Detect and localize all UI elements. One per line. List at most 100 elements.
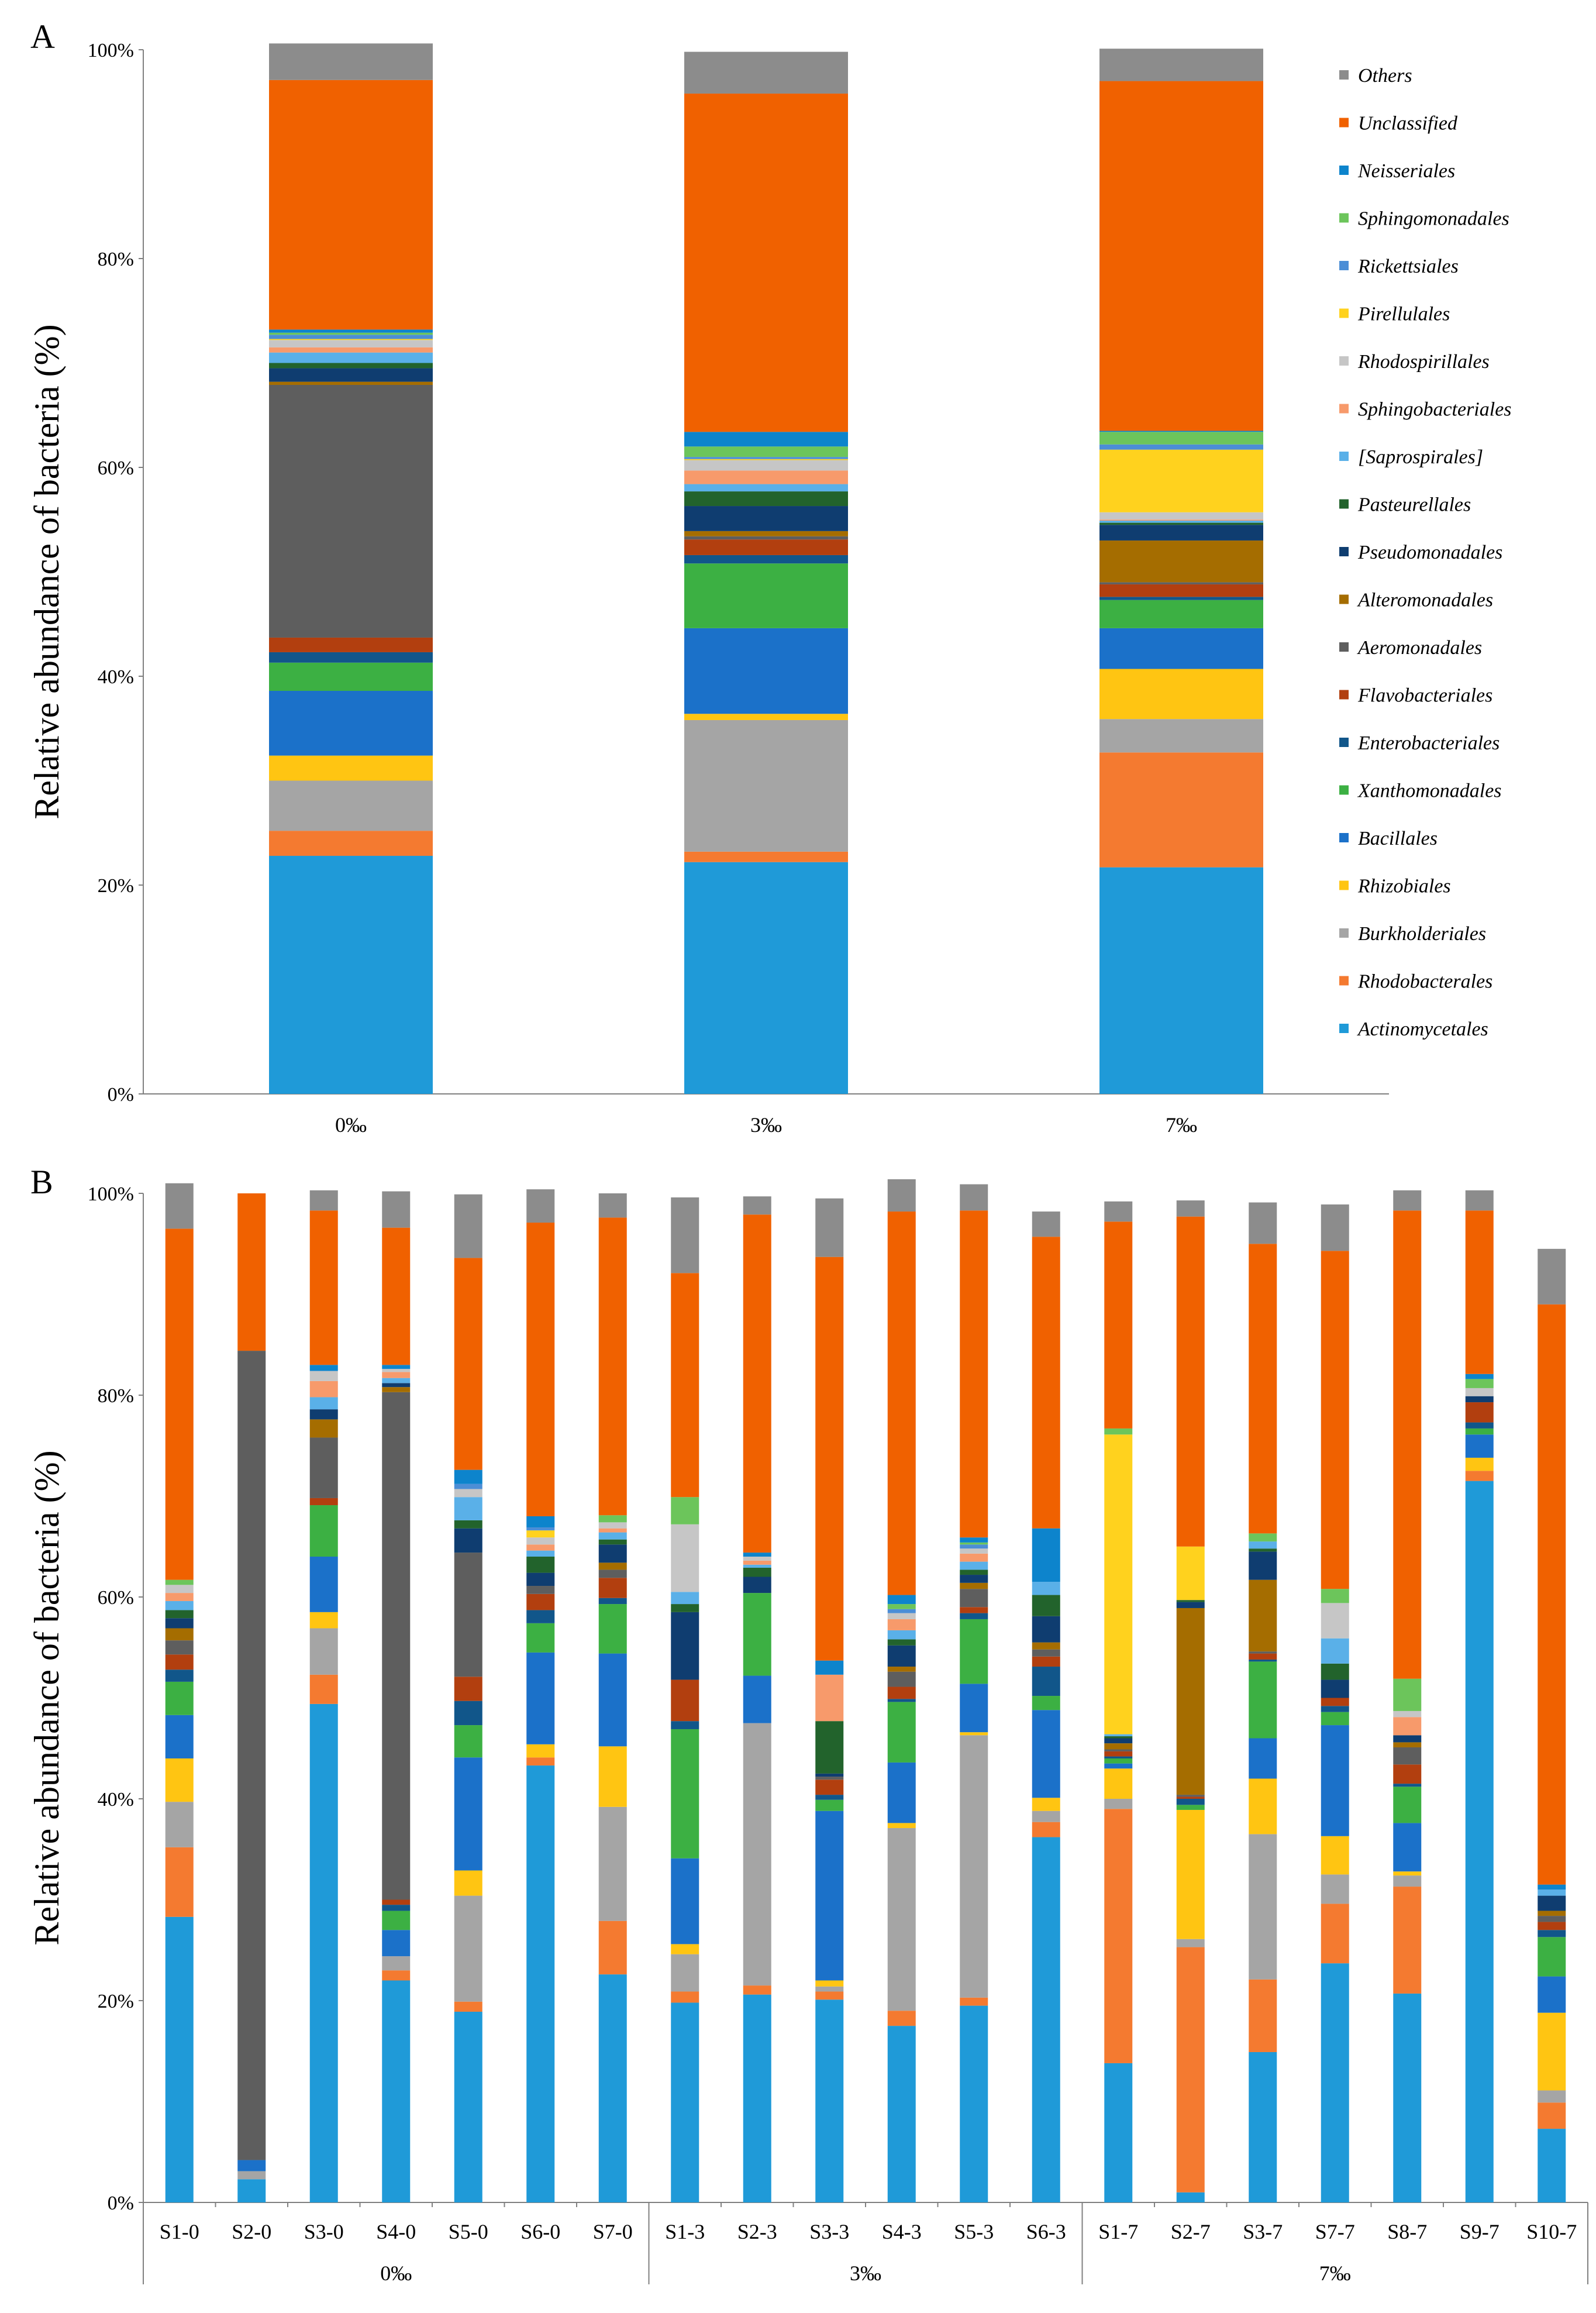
y-axis-title: Relative abundance of bacteria (%) — [27, 1450, 66, 1945]
bar-segment-0-burkholderiales — [269, 780, 433, 831]
bar-segment-s1-0-flavobacteriales — [165, 1654, 194, 1670]
bar-segment-s6-0-rickettsiales — [526, 1527, 555, 1531]
legend-label: Actinomycetales — [1357, 1018, 1488, 1040]
x-tick-label: S5-0 — [449, 2220, 488, 2243]
bar-segment-s9-7-flavobacteriales — [1465, 1402, 1494, 1423]
bar-segment-s2-7-others — [1176, 1200, 1205, 1217]
legend-swatch-rhodobacterales — [1339, 976, 1349, 986]
bar-segment-s3-7-actinomycetales — [1249, 2052, 1277, 2202]
bar-segment-s3-0-pseudomonadales — [309, 1409, 338, 1420]
bar-segment-s2-3-bacillales — [743, 1675, 771, 1723]
bar-segment-0-saprospirales — [269, 352, 433, 363]
bar-segment-s8-7-aeromonadales — [1393, 1747, 1422, 1765]
bar-segment-7-enterobacteriales — [1099, 597, 1263, 600]
bar-segment-s1-3-flavobacteriales — [671, 1679, 699, 1722]
bar-segment-s3-7-pasteurellales — [1249, 1548, 1277, 1552]
group-label: 3‰ — [850, 2262, 881, 2285]
bar-segment-s2-7-pirellulales — [1176, 1546, 1205, 1600]
bar-segment-s4-3-neisseriales — [887, 1595, 916, 1605]
bar-segment-s3-3-xanthomonadales — [815, 1799, 844, 1811]
bar-segment-s5-3-unclassified — [960, 1210, 988, 1538]
bar-segment-s9-7-enterobacteriales — [1465, 1422, 1494, 1429]
bar-segment-s10-7-flavobacteriales — [1538, 1922, 1566, 1930]
bar-segment-s1-0-others — [165, 1183, 194, 1229]
bar-segment-s6-3-burkholderiales — [1032, 1811, 1060, 1822]
bar-segment-s1-7-rhizobiales — [1104, 1768, 1133, 1799]
bar-segment-s1-0-saprospirales — [165, 1600, 194, 1610]
bar-segment-0-rhizobiales — [269, 755, 433, 781]
bar-segment-s1-3-others — [671, 1197, 699, 1273]
bar-segment-s3-0-others — [309, 1190, 338, 1211]
bar-segment-s7-7-others — [1321, 1204, 1349, 1251]
bar-segment-s3-3-aeromonadales — [815, 1777, 844, 1780]
bar-segment-s5-0-aeromonadales — [454, 1553, 482, 1677]
bar-segment-s4-3-unclassified — [887, 1211, 916, 1595]
bar-segment-s4-0-aeromonadales — [382, 1392, 411, 1900]
bar-segment-s7-7-rhodobacterales — [1321, 1904, 1349, 1964]
y-tick-label: 40% — [98, 666, 134, 688]
bar-segment-0-rhodospirillales — [269, 340, 433, 347]
bar-segment-0-neisseriales — [269, 329, 433, 333]
legend-label: Sphingobacteriales — [1358, 399, 1512, 421]
bar-segment-s2-7-pasteurellales — [1176, 1600, 1205, 1602]
bar-segment-3-neisseriales — [684, 432, 848, 447]
bar-segment-s4-0-xanthomonadales — [382, 1911, 411, 1930]
bar-segment-s5-3-bacillales — [960, 1684, 988, 1733]
bar-segment-s8-7-unclassified — [1393, 1210, 1422, 1679]
bar-segment-s1-7-pirellulales — [1104, 1434, 1133, 1734]
panel-letter: B — [30, 1163, 53, 1201]
legend-swatch-unclassified — [1339, 118, 1349, 128]
bar-segment-s3-0-burkholderiales — [309, 1628, 338, 1675]
legend-swatch-pasteurellales — [1339, 499, 1349, 509]
bar-segment-s8-7-enterobacteriales — [1393, 1784, 1422, 1787]
bar-segment-s7-7-xanthomonadales — [1321, 1712, 1349, 1726]
bar-segment-s8-7-others — [1393, 1190, 1422, 1211]
bar-segment-s3-7-flavobacteriales — [1249, 1653, 1277, 1660]
bar-segment-s1-7-pasteurellales — [1104, 1736, 1133, 1739]
bar-segment-s2-3-neisseriales — [743, 1553, 771, 1557]
bar-segment-s3-7-saprospirales — [1249, 1541, 1277, 1549]
y-tick-label: 60% — [98, 1587, 134, 1609]
bar-segment-s2-3-saprospirales — [743, 1564, 771, 1568]
bar-segment-s3-0-xanthomonadales — [309, 1505, 338, 1557]
bar-segment-7-unclassified — [1099, 81, 1263, 431]
legend-swatch-sphingobacteriales — [1339, 404, 1349, 414]
bar-segment-s8-7-flavobacteriales — [1393, 1764, 1422, 1784]
bar-segment-s2-3-xanthomonadales — [743, 1593, 771, 1676]
bar-segment-3-pirellulales — [684, 459, 848, 460]
bar-segment-s1-0-unclassified — [165, 1228, 194, 1580]
bar-segment-3-rhodobacterales — [684, 851, 848, 862]
x-tick-label: S2-3 — [737, 2220, 777, 2243]
bar-segment-s1-7-aeromonadales — [1104, 1749, 1133, 1751]
bar-segment-s7-0-xanthomonadales — [598, 1604, 627, 1654]
bar-segment-s4-3-alteromonadales — [887, 1667, 916, 1672]
bar-segment-s4-0-alteromonadales — [382, 1387, 411, 1392]
bar-segment-s7-7-enterobacteriales — [1321, 1706, 1349, 1712]
bar-segment-s6-3-pseudomonadales — [1032, 1616, 1060, 1643]
legend-swatch-rickettsiales — [1339, 261, 1349, 270]
bar-segment-s3-0-alteromonadales — [309, 1419, 338, 1438]
bar-segment-s5-3-neisseriales — [960, 1537, 988, 1543]
bar-segment-s1-7-burkholderiales — [1104, 1799, 1133, 1809]
bar-segment-s5-0-others — [454, 1194, 482, 1258]
bar-segment-s3-7-alteromonadales — [1249, 1579, 1277, 1652]
bar-segment-s4-0-rhodospirillales — [382, 1369, 411, 1372]
bar-segment-s4-3-flavobacteriales — [887, 1686, 916, 1699]
bar-segment-7-rickettsiales — [1099, 444, 1263, 450]
bar-segment-s6-0-enterobacteriales — [526, 1610, 555, 1623]
bar-segment-s9-7-bacillales — [1465, 1434, 1494, 1458]
bar-segment-s1-3-rhodobacterales — [671, 1991, 699, 2003]
legend-swatch-flavobacteriales — [1339, 690, 1349, 700]
bar-segment-s1-7-enterobacteriales — [1104, 1756, 1133, 1758]
bar-segment-s4-3-burkholderiales — [887, 1828, 916, 2011]
bar-segment-s6-3-alteromonadales — [1032, 1642, 1060, 1650]
bar-segment-s9-7-others — [1465, 1190, 1494, 1211]
legend-swatch-aeromonadales — [1339, 642, 1349, 652]
bar-segment-s9-7-pseudomonadales — [1465, 1396, 1494, 1403]
bar-segment-s5-3-alteromonadales — [960, 1582, 988, 1589]
y-tick-label: 80% — [98, 1385, 134, 1407]
bar-segment-s7-7-sphingomonadales — [1321, 1589, 1349, 1603]
bar-segment-s5-3-rhodobacterales — [960, 1997, 988, 2006]
legend-swatch-saprospirales — [1339, 452, 1349, 461]
bar-segment-s1-7-rhodobacterales — [1104, 1809, 1133, 2063]
